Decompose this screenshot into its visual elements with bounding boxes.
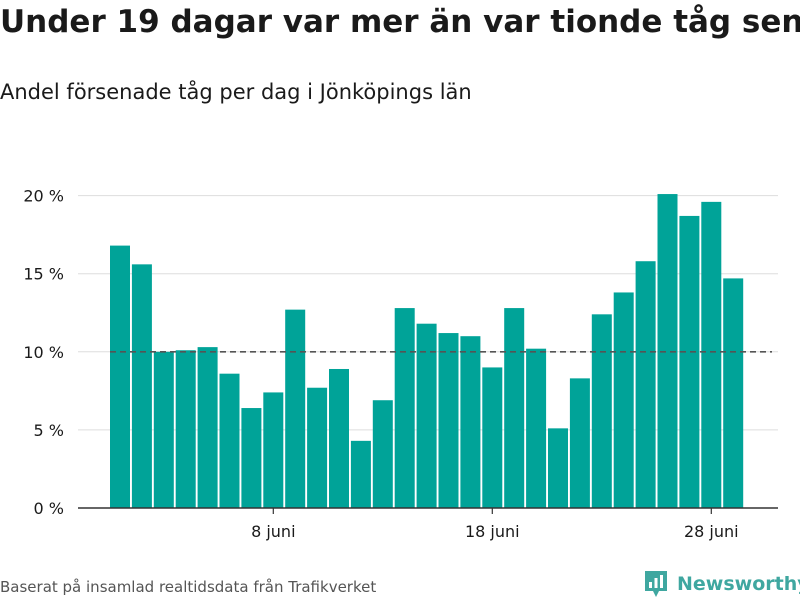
bar xyxy=(679,215,700,508)
bar xyxy=(504,308,525,508)
y-tick-label: 20 % xyxy=(23,187,64,206)
bar xyxy=(394,308,415,508)
bar xyxy=(219,373,240,508)
newsworthy-logo-icon xyxy=(645,571,667,597)
bar xyxy=(438,333,459,508)
bar xyxy=(131,264,152,508)
bar xyxy=(263,392,284,508)
bar xyxy=(635,261,656,508)
chart-title: Under 19 dagar var mer än var tionde tåg… xyxy=(0,4,800,40)
chart-subtitle: Andel försenade tåg per dag i Jönköpings… xyxy=(0,80,472,104)
bar xyxy=(723,278,744,508)
brand-logo: Newsworthy xyxy=(643,568,800,600)
bar xyxy=(285,309,306,508)
x-tick-label: 18 juni xyxy=(465,522,520,541)
bar xyxy=(701,201,722,508)
bar xyxy=(526,348,547,508)
bar xyxy=(110,245,130,508)
x-tick-label: 28 juni xyxy=(684,522,739,541)
bar xyxy=(569,378,590,508)
bar xyxy=(153,351,174,508)
bar xyxy=(482,367,503,508)
brand-name: Newsworthy xyxy=(677,573,800,595)
bar xyxy=(350,440,371,508)
bar xyxy=(307,387,328,508)
bar xyxy=(372,400,393,508)
bar xyxy=(175,350,196,508)
y-tick-label: 5 % xyxy=(34,421,64,440)
bar xyxy=(241,408,262,508)
x-tick-label: 8 juni xyxy=(251,522,295,541)
axis-layer: 0 % 5 % 10 % 15 % 20 % 8 juni 18 juni 28 juni xyxy=(23,187,778,541)
bar xyxy=(548,428,568,508)
bar xyxy=(613,292,634,508)
bar xyxy=(591,314,612,508)
bar xyxy=(329,368,349,508)
bar xyxy=(416,323,437,508)
bar xyxy=(197,347,218,508)
bar xyxy=(460,336,481,508)
bar-chart: 0 % 5 % 10 % 15 % 20 % 8 juni 18 juni 28 juni xyxy=(23,187,778,541)
y-tick-label: 15 % xyxy=(23,265,64,284)
y-tick-label: 0 % xyxy=(34,499,64,518)
bar xyxy=(657,194,678,509)
y-tick-label: 10 % xyxy=(23,343,64,362)
source-note: Baserat på insamlad realtidsdata från Tr… xyxy=(0,578,377,596)
bar-layer xyxy=(110,194,744,509)
